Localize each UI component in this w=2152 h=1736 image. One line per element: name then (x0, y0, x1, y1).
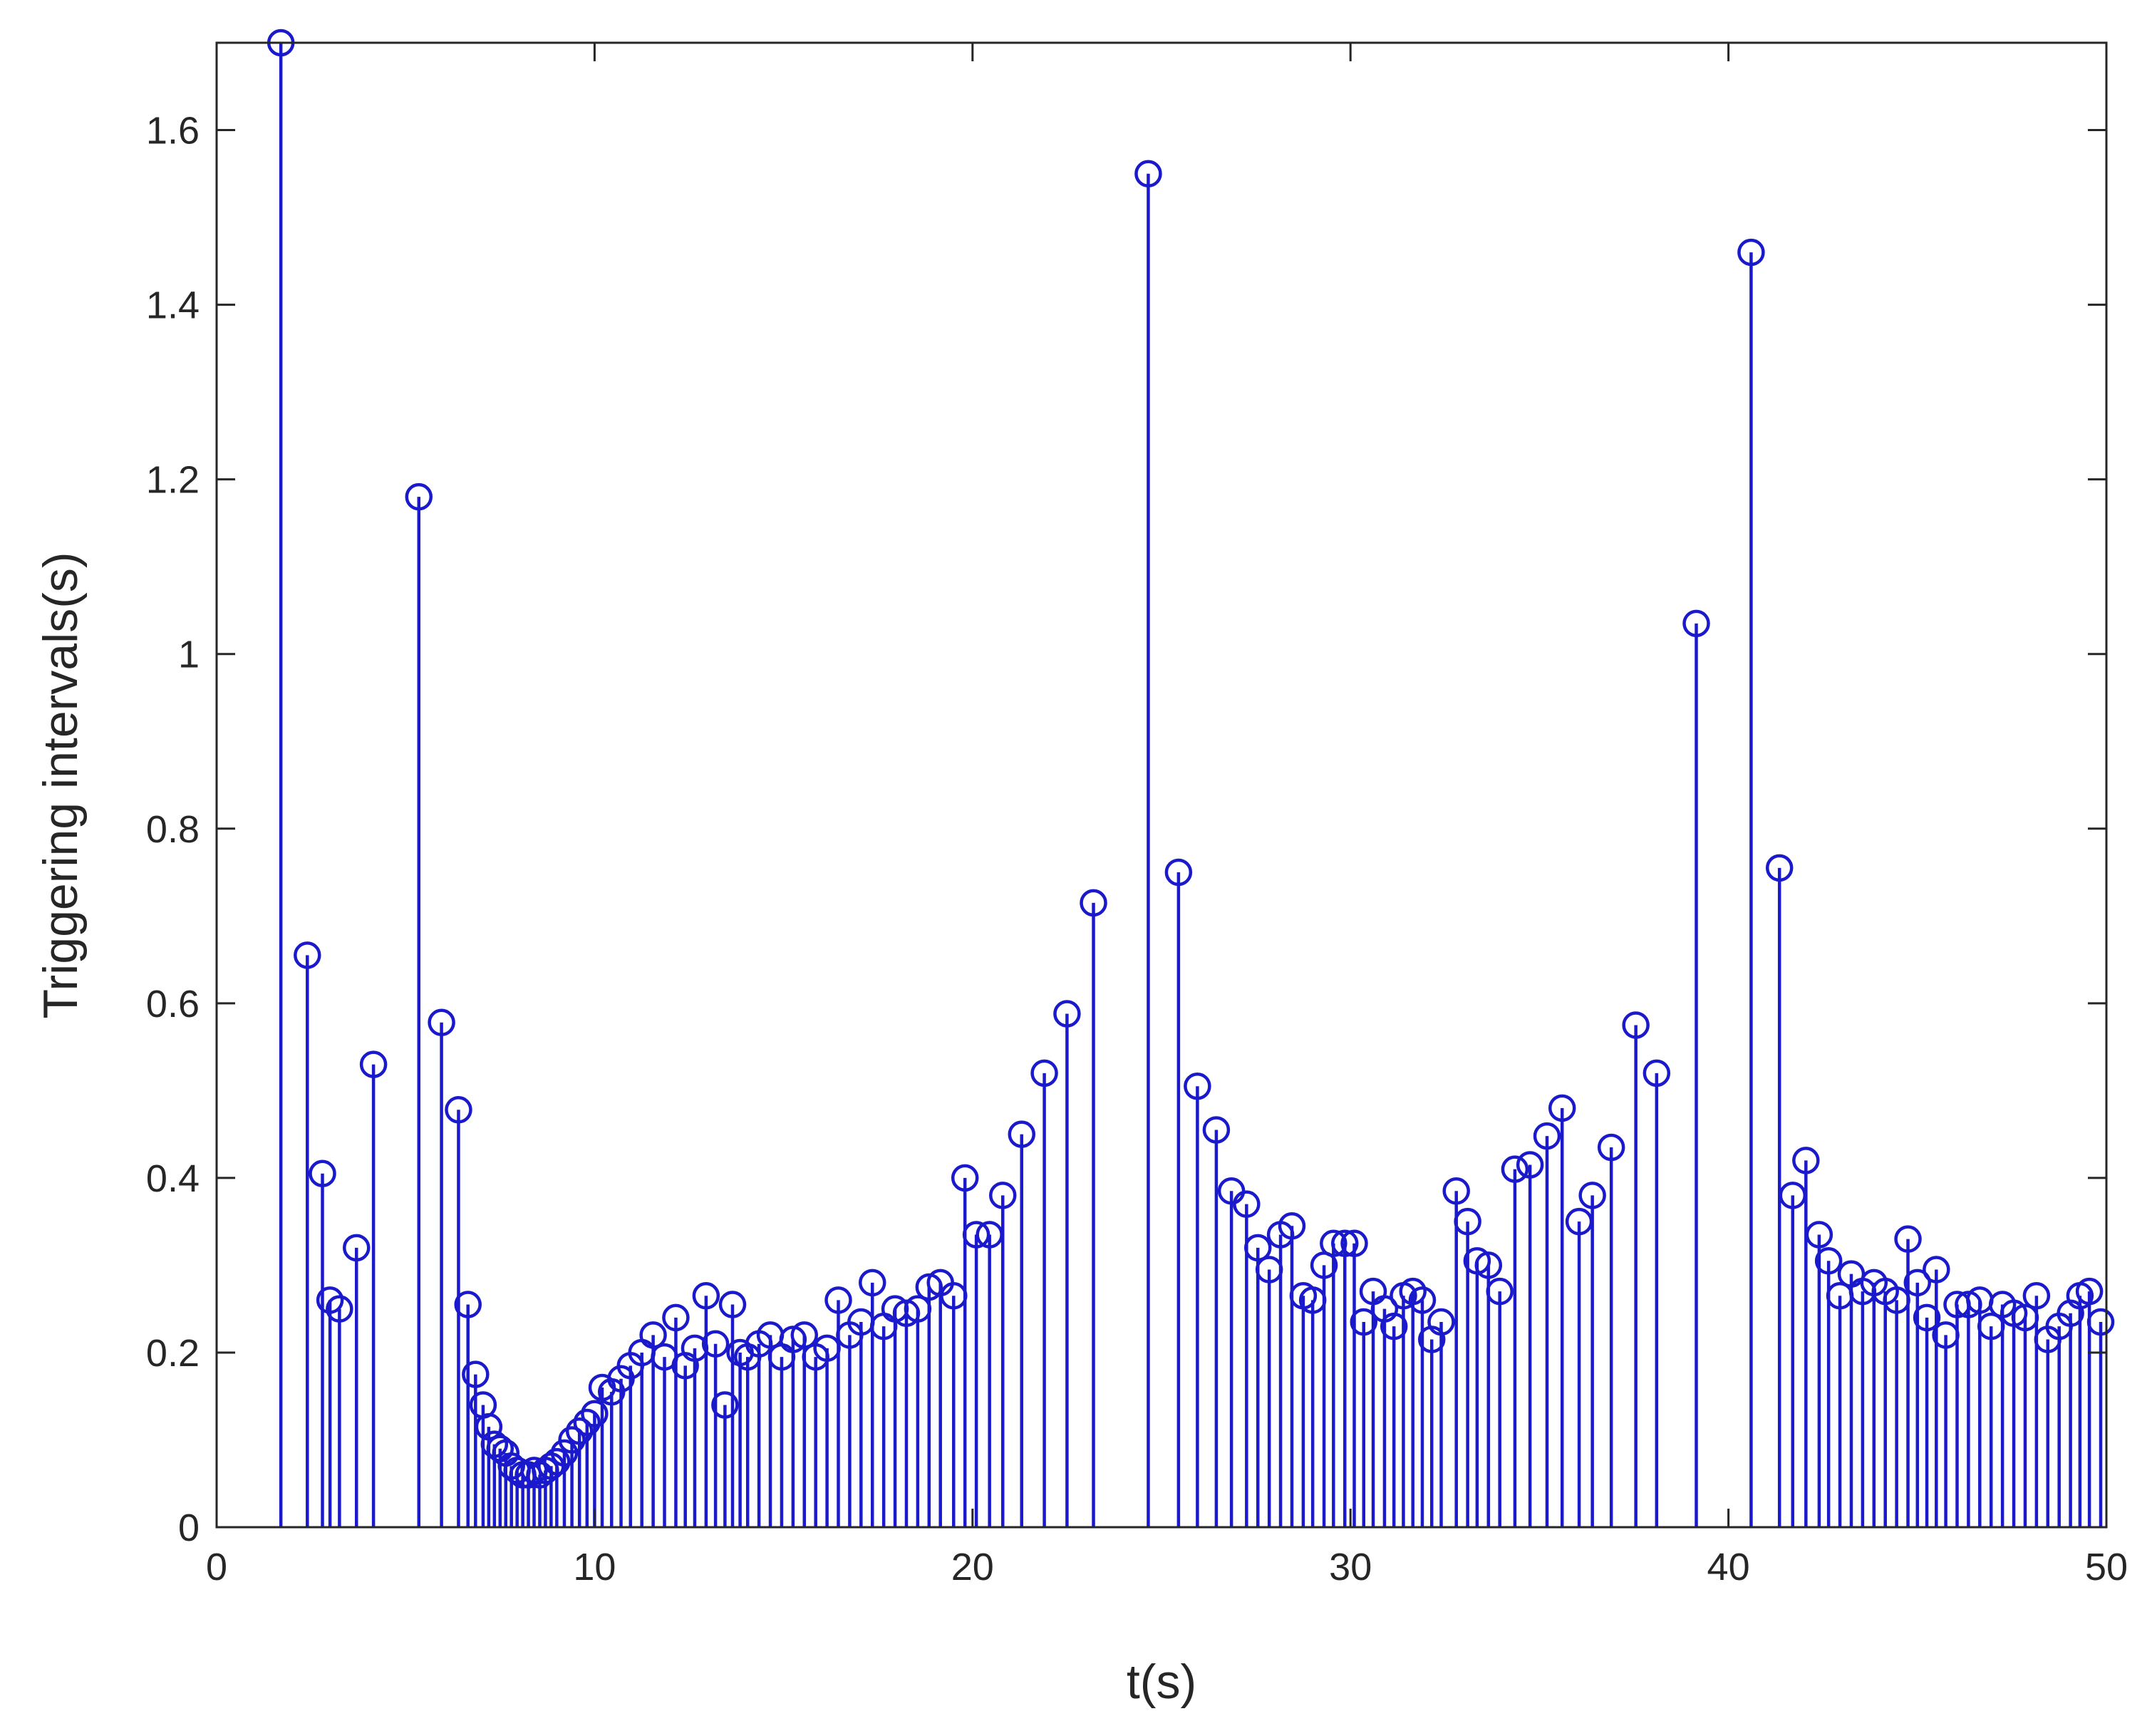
stem-marker (581, 1400, 609, 1427)
stem-marker (1597, 1133, 1625, 1162)
stem-marker (462, 1360, 490, 1388)
x-tick-label: 40 (1707, 1546, 1750, 1588)
stem-marker (2000, 1299, 2028, 1328)
stem-marker (1501, 1155, 1529, 1183)
stem-marker (1330, 1229, 1359, 1258)
axes-box (215, 41, 2108, 1529)
stem-marker (1474, 1251, 1503, 1279)
x-tick-label: 30 (1329, 1546, 1372, 1588)
y-tick-label: 0 (178, 1507, 200, 1549)
stem-marker (2022, 1282, 2051, 1310)
x-tick-label: 0 (206, 1546, 227, 1588)
stem-marker (1622, 1011, 1650, 1039)
stem-marker (1233, 1190, 1261, 1218)
stem-marker (662, 1303, 690, 1332)
stem-marker (1913, 1303, 1941, 1332)
stem-marker (1134, 160, 1162, 188)
x-tick-label: 10 (573, 1546, 616, 1588)
stem-marker (824, 1286, 852, 1314)
x-axis-ticks: 0 10 20 30 40 50 (206, 43, 2128, 1588)
stem-marker (1894, 1225, 1922, 1253)
stem-marker (543, 1447, 571, 1476)
stem-marker (1463, 1247, 1491, 1275)
y-tick-label: 1 (178, 634, 200, 676)
stem-marker (701, 1330, 730, 1358)
stem-marker (858, 1269, 886, 1297)
stem-marker (359, 1050, 388, 1078)
stem-marker (1923, 1256, 1950, 1283)
stem-marker (550, 1439, 579, 1467)
stem-marker (718, 1291, 747, 1318)
stem-marker (790, 1321, 819, 1349)
stem-marker (951, 1164, 979, 1192)
stem-marker (1030, 1059, 1058, 1087)
stem-marker (1516, 1151, 1544, 1179)
stem-marker (294, 941, 321, 969)
stem-marker (1682, 609, 1710, 638)
y-tick-label: 1.6 (146, 110, 200, 153)
y-axis-ticks: 0 0.2 0.4 0.6 0.8 1 1.2 1.4 1.6 (146, 110, 2106, 1549)
plot-background (217, 43, 2106, 1527)
stem-marker (573, 1408, 601, 1437)
y-tick-label: 0.6 (146, 983, 200, 1025)
stem-marker (1814, 1247, 1843, 1275)
stem-marker (1340, 1229, 1368, 1258)
stem-marker (2086, 1308, 2115, 1336)
y-tick-label: 1.4 (146, 284, 200, 327)
stem-marker (1080, 889, 1107, 917)
y-tick-label: 0.8 (146, 808, 200, 851)
y-axis-label: Triggering intervals(s) (33, 552, 88, 1019)
stem-marker (445, 1096, 472, 1124)
stem-marker (565, 1417, 594, 1445)
stem-marker (1053, 1000, 1081, 1028)
stem-marker (326, 1295, 353, 1323)
stem-marker (1548, 1094, 1576, 1122)
stem-marker (1643, 1059, 1671, 1087)
x-axis-label: t(s) (1127, 1655, 1196, 1709)
stem-marker (1350, 1308, 1378, 1336)
stem-marker (454, 1291, 482, 1318)
y-tick-label: 0.2 (146, 1332, 200, 1375)
axes-frame (215, 41, 2108, 1529)
stem-marker (1737, 238, 1765, 267)
stem-marker (1427, 1308, 1455, 1336)
stem-marker (711, 1391, 739, 1419)
stem-marker (1008, 1120, 1036, 1148)
stem-marker (1805, 1221, 1833, 1249)
stem-marker (1164, 858, 1193, 887)
stem-marker (1533, 1122, 1561, 1150)
stem-marker (639, 1321, 667, 1349)
y-tick-label: 0.4 (146, 1157, 200, 1200)
stem-marker (405, 482, 433, 511)
stem-series (267, 29, 2115, 1527)
stem-marker (316, 1286, 344, 1314)
stem-marker (1399, 1277, 1427, 1306)
x-tick-label: 20 (951, 1546, 994, 1588)
stem-marker (1408, 1286, 1437, 1314)
y-tick-label: 1.2 (146, 459, 200, 502)
stem-marker (2075, 1277, 2104, 1306)
stem-marker (1244, 1234, 1272, 1262)
stem-marker (1202, 1116, 1231, 1144)
stem-marker (428, 1008, 455, 1037)
stem-marker (1903, 1269, 1932, 1297)
stem-marker (1765, 854, 1794, 882)
stem-marker (309, 1159, 336, 1188)
stem-marker (1792, 1147, 1820, 1174)
stem-marker (1486, 1277, 1514, 1306)
stem-marker (475, 1412, 503, 1441)
stem-marker (988, 1182, 1017, 1209)
stem-marker (558, 1426, 586, 1454)
stem-marker (1380, 1312, 1408, 1340)
stem-marker (1454, 1207, 1481, 1236)
stem-marker (1184, 1072, 1211, 1100)
stem-marker (1442, 1177, 1470, 1205)
stem-marker (692, 1282, 720, 1310)
stem-marker (1278, 1212, 1306, 1240)
stem-marker (1578, 1182, 1606, 1209)
stem-marker (342, 1234, 371, 1262)
x-tick-label: 50 (2085, 1546, 2128, 1588)
